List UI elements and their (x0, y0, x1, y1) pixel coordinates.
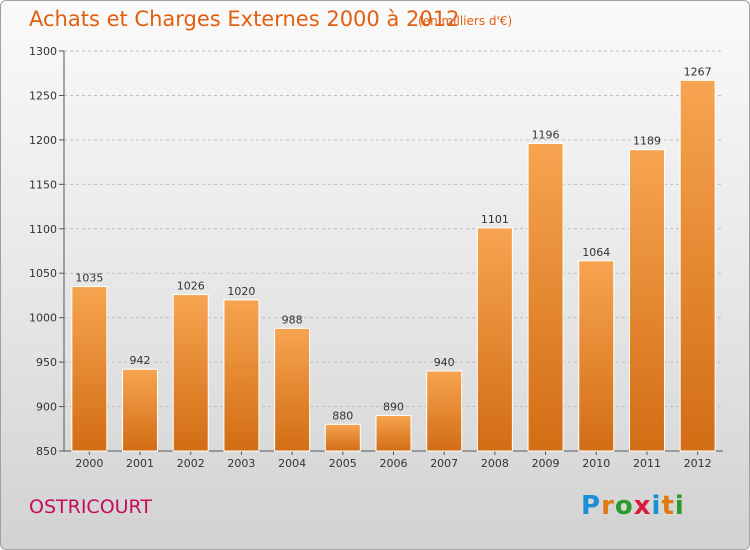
proxiti-logo: Proxiti (581, 491, 685, 521)
bar (375, 414, 412, 452)
bar (426, 370, 463, 452)
x-tick-label: 2010 (582, 457, 610, 470)
bar (628, 149, 665, 452)
logo-letter: t (661, 491, 675, 521)
axis-layer (59, 50, 723, 455)
y-tick-label: 1300 (29, 45, 57, 58)
logo-letter: r (601, 491, 615, 521)
bar-value-label: 940 (434, 356, 455, 369)
bar (679, 79, 716, 452)
bar-value-label: 942 (130, 354, 151, 367)
commune-name: OSTRICOURT (29, 496, 152, 518)
chart-subtitle: (en milliers d'€) (418, 14, 513, 28)
bar-value-label: 1267 (684, 65, 712, 78)
bar-value-label: 890 (383, 400, 404, 413)
y-tick-label: 950 (36, 356, 57, 369)
bar (324, 423, 361, 452)
grid-layer (64, 50, 723, 452)
y-tick-label: 1050 (29, 267, 57, 280)
y-tick-label: 850 (36, 445, 57, 458)
x-tick-label: 2006 (380, 457, 408, 470)
logo-letter: i (651, 491, 662, 521)
x-tick-label: 2005 (329, 457, 357, 470)
y-tick-label: 1100 (29, 223, 57, 236)
bar-layer (71, 79, 716, 452)
x-tick-label: 2008 (481, 457, 509, 470)
y-tick-label: 1250 (29, 89, 57, 102)
bar (172, 294, 209, 452)
logo-letter: o (614, 491, 634, 521)
logo-letter: i (674, 491, 685, 521)
bar (71, 286, 108, 452)
bar-value-label: 1035 (75, 272, 103, 285)
bar (274, 327, 311, 452)
bar-value-label: 1064 (582, 246, 610, 259)
chart-title: Achats et Charges Externes 2000 à 2012 (29, 7, 460, 31)
x-tick-label: 2007 (430, 457, 458, 470)
logo-letter: P (581, 491, 602, 521)
x-tick-label: 2001 (126, 457, 154, 470)
x-tick-label: 2002 (177, 457, 205, 470)
logo-letter: x (633, 491, 652, 521)
x-tick-label: 2012 (684, 457, 712, 470)
bar-value-label: 1026 (177, 280, 205, 293)
bar (122, 368, 159, 452)
y-tick-label: 1200 (29, 134, 57, 147)
x-tick-label: 2011 (633, 457, 661, 470)
bar (223, 299, 260, 452)
label-layer: 850 900 950 1000 1050 1100 1150 1200 1250 1300 103… (29, 45, 712, 470)
x-tick-label: 2003 (227, 457, 255, 470)
bar-value-label: 1196 (532, 128, 560, 141)
bar-value-label: 988 (282, 313, 303, 326)
x-tick-label: 2000 (75, 457, 103, 470)
bar-value-label: 880 (332, 409, 353, 422)
x-tick-label: 2004 (278, 457, 306, 470)
bar (527, 142, 564, 452)
y-tick-label: 900 (36, 401, 57, 414)
bar-value-label: 1020 (227, 285, 255, 298)
x-tick-label: 2009 (532, 457, 560, 470)
y-tick-label: 1000 (29, 312, 57, 325)
bar-value-label: 1189 (633, 135, 661, 148)
bar-value-label: 1101 (481, 213, 509, 226)
bar (476, 227, 513, 452)
bar (578, 260, 615, 452)
y-tick-label: 1150 (29, 178, 57, 191)
